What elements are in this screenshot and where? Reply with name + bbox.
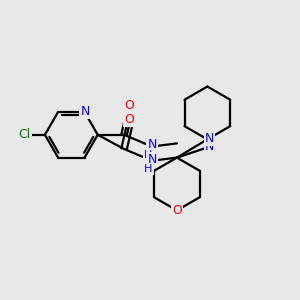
- Text: N: N: [205, 140, 214, 153]
- Text: N: N: [147, 138, 157, 152]
- Text: H: H: [144, 164, 153, 174]
- Text: N: N: [147, 153, 157, 166]
- Text: H: H: [144, 150, 153, 160]
- Text: N: N: [80, 105, 90, 118]
- Text: Cl: Cl: [19, 128, 31, 141]
- Text: O: O: [124, 113, 134, 126]
- Text: O: O: [172, 204, 182, 217]
- Text: N: N: [205, 132, 214, 145]
- Text: O: O: [124, 99, 134, 112]
